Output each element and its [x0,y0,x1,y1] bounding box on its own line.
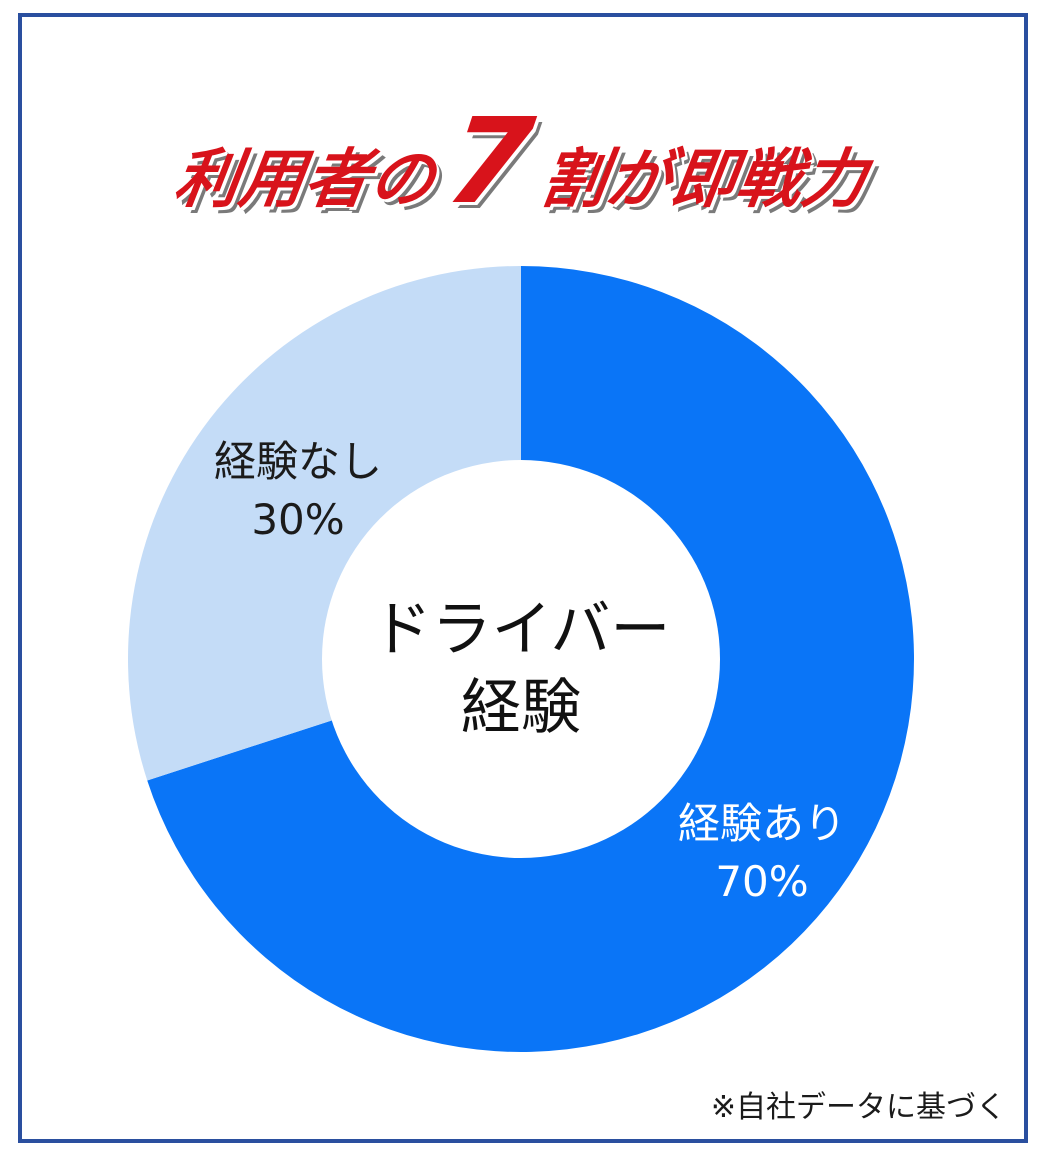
slice-value-label-0: 70% [715,857,808,906]
donut-hole [322,460,720,858]
footnote: ※自社データに基づく [710,1090,1006,1125]
slice-labels: 経験あり 70% 経験なし 30% [214,437,846,906]
slice-value-label-1: 30% [251,495,344,544]
slice-label-1: 経験なし [214,437,382,486]
center-label-line2: 経験 [461,673,581,743]
center-label-line1: ドライバー [372,595,671,665]
slice-label-0: 経験あり [678,799,846,848]
